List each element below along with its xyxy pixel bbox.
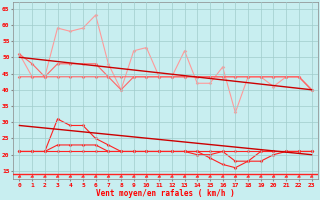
X-axis label: Vent moyen/en rafales ( km/h ): Vent moyen/en rafales ( km/h ) xyxy=(96,189,235,198)
